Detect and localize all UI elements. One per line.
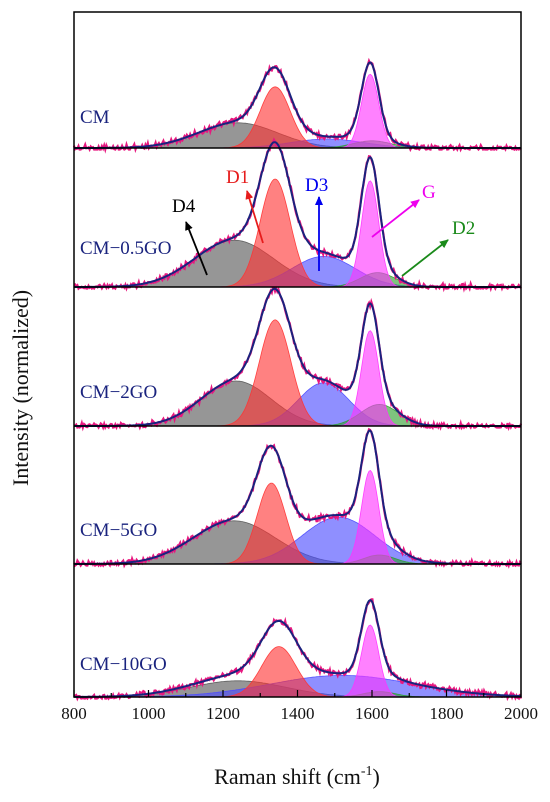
- annotations-layer: D1 D3 G D4 D2: [172, 167, 475, 277]
- annotation-arrow-g: [371, 199, 420, 238]
- sample-label: CM−2GO: [80, 382, 157, 403]
- x-axis-label: Raman shift (cm-1): [214, 764, 380, 789]
- band-d1-fill: [74, 86, 521, 149]
- sample-label: CM: [80, 107, 110, 128]
- x-tick-label: 1800: [430, 704, 464, 723]
- sample-label: CM−5GO: [80, 520, 157, 541]
- frame-layer: [73, 11, 522, 698]
- annotation-arrow-d1: [245, 190, 264, 244]
- labels-layer: 800 1000 1200 1400 1600 1800 2000 CM CM−0.5GO CM−…: [61, 107, 538, 723]
- annotation-arrow-d2: [401, 239, 449, 277]
- annotation-label-g: G: [422, 182, 436, 203]
- x-tick-label: 2000: [504, 704, 538, 723]
- x-tick-label: 1200: [206, 704, 240, 723]
- x-tick-label: 800: [61, 704, 87, 723]
- sample-label: CM−0.5GO: [80, 238, 171, 259]
- annotation-label-d4: D4: [172, 196, 196, 217]
- annotation-label-d2: D2: [452, 218, 475, 239]
- x-axis-label-end: ): [372, 764, 379, 789]
- x-axis-label-superscript: -1: [361, 764, 373, 779]
- annotation-label-d1: D1: [226, 167, 249, 188]
- band-d1-fill: [74, 319, 521, 427]
- x-tick-label: 1400: [281, 704, 315, 723]
- annotation-label-d3: D3: [305, 175, 328, 196]
- spectra-lines-layer: [72, 57, 523, 702]
- annotation-arrow-d4: [185, 221, 208, 276]
- x-axis-label-main: Raman shift (cm: [214, 764, 361, 789]
- x-tick-label: 1600: [355, 704, 389, 723]
- sample-label: CM−10GO: [80, 654, 167, 675]
- x-tick-label: 1000: [132, 704, 166, 723]
- y-axis-label: Intensity (normalized): [8, 290, 33, 486]
